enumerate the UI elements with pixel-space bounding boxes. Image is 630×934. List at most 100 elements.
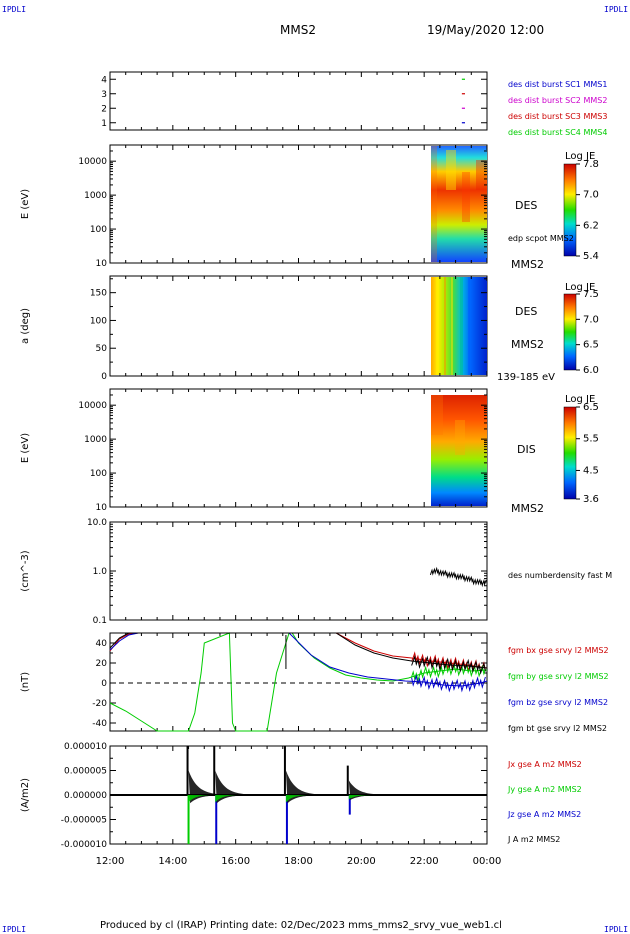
corner-label-bottom-right: IPDLI — [604, 925, 629, 934]
colorbar-tick-label: 5.5 — [583, 434, 599, 445]
panel2-frame — [109, 144, 488, 264]
colorbar-tick-label: 7.0 — [583, 190, 599, 201]
colorbar-title: Log JE — [565, 282, 595, 293]
colorbar-dis-energy — [563, 406, 577, 500]
current-envelope-jy — [215, 795, 238, 803]
spacecraft-label: MMS2 — [511, 338, 544, 351]
instrument-label: DIS — [517, 443, 536, 456]
spacecraft-label: MMS2 — [511, 502, 544, 515]
legend-current: Jz gse A m2 MMS2 — [507, 810, 581, 819]
y-tick-label: -0.000005 — [61, 816, 107, 826]
colorbar-tick-label: 6.5 — [583, 402, 599, 413]
current-envelope-jy — [285, 795, 308, 803]
y-tick-label: 0.1 — [93, 616, 107, 626]
colorbar-title: Log JE — [565, 151, 595, 162]
y-tick-label: 0 — [101, 372, 107, 382]
legend-current: Jy gse A m2 MMS2 — [507, 785, 582, 794]
legend-bfield: fgm by gse srvy l2 MMS2 — [508, 672, 609, 681]
y-tick-label: 20 — [96, 659, 108, 669]
y-tick-label: 100 — [90, 469, 107, 479]
legend-burst: des dist burst SC4 MMS4 — [508, 128, 607, 137]
y-axis-label-current: (A/m2) — [20, 778, 31, 812]
y-tick-label: 4 — [101, 75, 107, 85]
panel1-frame — [109, 71, 488, 131]
x-tick-label: 14:00 — [158, 856, 187, 867]
y-tick-label: 1000 — [84, 191, 107, 201]
y-tick-label: 1000 — [84, 435, 107, 445]
colorbar-tick-label: 7.0 — [583, 314, 599, 325]
legend-bfield: fgm bx gse srvy l2 MMS2 — [508, 646, 609, 655]
x-tick-label: 12:00 — [96, 856, 125, 867]
y-tick-label: -20 — [92, 699, 107, 709]
corner-label-top-right: IPDLI — [604, 5, 629, 14]
x-tick-label: 16:00 — [221, 856, 250, 867]
y-tick-label: 10000 — [78, 401, 107, 411]
y-axis-label-pitch: a (deg) — [20, 308, 31, 344]
colorbar-title: Log JE — [565, 394, 595, 405]
corner-label-bottom-left: IPDLI — [2, 925, 27, 934]
y-tick-label: 50 — [96, 344, 108, 354]
legend-bfield: fgm bt gse srvy l2 MMS2 — [508, 724, 607, 733]
y-tick-label: 0 — [101, 679, 107, 689]
current-envelope-jy — [348, 795, 371, 800]
y-axis-label-bfield: (nT) — [20, 672, 31, 692]
y-tick-label: 1 — [101, 119, 107, 129]
bfield-noise — [411, 674, 486, 693]
legend-density: des numberdensity fast M — [508, 571, 612, 580]
y-tick-label: 0.000010 — [64, 742, 107, 752]
bfield-series — [109, 632, 488, 669]
des-energy-spectrogram-image — [431, 146, 487, 262]
dis-energy-spectrogram-image — [431, 395, 487, 506]
colorbar-des-pitch — [563, 293, 577, 371]
energy-range-label: 139-185 eV — [497, 372, 555, 383]
y-tick-label: 10000 — [78, 157, 107, 167]
y-axis-label-energy-dis: E (eV) — [20, 433, 31, 463]
colorbar-tick-label: 7.8 — [583, 159, 599, 170]
y-tick-label: 0.000000 — [64, 791, 107, 801]
colorbar-tick-label: 6.0 — [583, 365, 599, 376]
y-tick-label: 2 — [101, 104, 107, 114]
legend-burst: des dist burst SC1 MMS1 — [508, 80, 607, 89]
des-pitch-angle-image — [431, 277, 487, 375]
x-tick-label: 22:00 — [410, 856, 439, 867]
legend-bfield: fgm bz gse srvy l2 MMS2 — [508, 698, 608, 707]
header-datetime: 19/May/2020 12:00 — [427, 23, 545, 37]
y-tick-label: 40 — [96, 639, 108, 649]
y-tick-label: -0.000010 — [61, 840, 107, 850]
bfield-series — [109, 632, 488, 687]
current-envelope — [215, 770, 253, 804]
bfield-series — [109, 632, 488, 732]
instrument-label: DES — [515, 199, 537, 212]
panel3-frame — [109, 275, 488, 377]
current-envelope — [285, 770, 324, 804]
colorbar-tick-label: 6.5 — [583, 340, 599, 351]
panel4-frame — [109, 388, 488, 508]
y-tick-label: 3 — [101, 90, 107, 100]
panel6-frame — [109, 632, 488, 732]
colorbar-tick-label: 3.6 — [583, 494, 599, 505]
colorbar-tick-label: 5.4 — [583, 251, 599, 262]
density-series — [429, 566, 487, 588]
legend-burst: des dist burst SC3 MMS3 — [508, 112, 607, 121]
colorbar-tick-label: 4.5 — [583, 465, 599, 476]
y-tick-label: 100 — [90, 316, 107, 326]
y-axis-label-density: (cm^-3) — [20, 550, 31, 591]
y-tick-label: 10 — [96, 503, 108, 513]
colorbar-tick-label: 6.2 — [583, 220, 599, 231]
colorbar-des-energy — [563, 163, 577, 257]
current-envelope — [348, 780, 387, 800]
x-tick-label: 00:00 — [473, 856, 502, 867]
legend-burst: des dist burst SC2 MMS2 — [508, 96, 607, 105]
colorbar-tick-label: 7.5 — [583, 289, 599, 300]
spacecraft-label: MMS2 — [511, 258, 544, 271]
y-tick-label: 1.0 — [93, 567, 108, 577]
x-tick-label: 18:00 — [284, 856, 313, 867]
footer-credits: Produced by cl (IRAP) Printing date: 02/… — [100, 920, 502, 931]
y-tick-label: 10.0 — [87, 518, 107, 528]
bfield-noise — [411, 654, 486, 675]
potential-label: edp scpot MMS2 — [508, 234, 574, 243]
legend-current: Jx gse A m2 MMS2 — [507, 760, 582, 769]
x-tick-label: 20:00 — [347, 856, 376, 867]
corner-label-top-left: IPDLI — [2, 5, 27, 14]
